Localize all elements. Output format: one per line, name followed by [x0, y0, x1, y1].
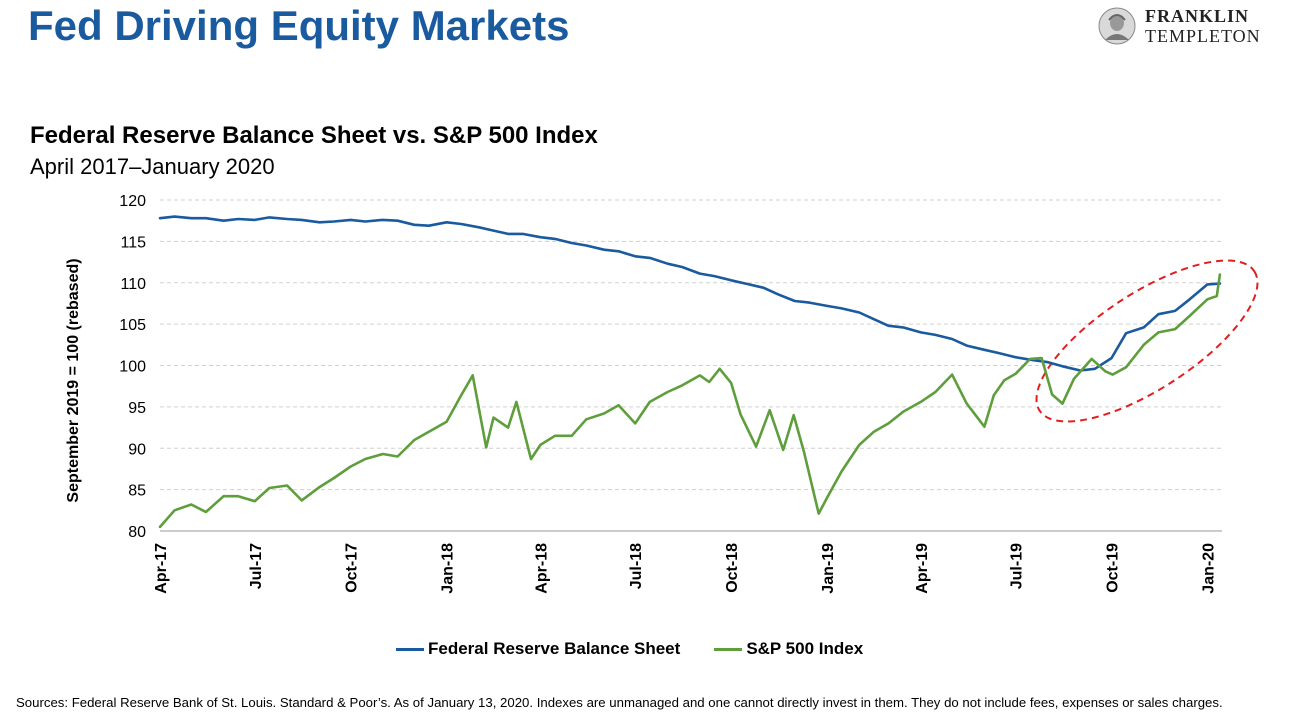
portrait-seal-icon — [1098, 7, 1136, 45]
legend-label-fed: Federal Reserve Balance Sheet — [428, 639, 681, 658]
series-line-fed-balance-sheet — [158, 215, 1222, 372]
gridlines — [160, 199, 1222, 491]
legend: Federal Reserve Balance Sheet S&P 500 In… — [396, 638, 897, 660]
x-tick-label: Jan-18 — [440, 543, 457, 594]
legend-item-fed: Federal Reserve Balance Sheet — [396, 639, 680, 659]
x-tick-label: Apr-19 — [914, 543, 931, 594]
x-tick-label: Jul-17 — [248, 543, 265, 589]
y-tick-label: 105 — [119, 317, 146, 334]
y-axis-label: September 2019 = 100 (rebased) — [65, 258, 82, 502]
highlight-ellipse-shape — [1035, 259, 1259, 423]
highlight-ellipse — [1035, 259, 1259, 423]
x-tick-label: Apr-17 — [153, 543, 170, 594]
y-tick-label: 80 — [128, 524, 146, 541]
x-tick-label: Jan-19 — [820, 543, 837, 594]
logo-line-1: FRANKLIN — [1145, 6, 1250, 26]
legend-swatch-fed — [396, 647, 424, 651]
y-tick-label: 120 — [119, 193, 146, 210]
y-tick-label: 100 — [119, 359, 146, 376]
source-note: Sources: Federal Reserve Bank of St. Lou… — [16, 695, 1223, 710]
chart-subtitle: April 2017–January 2020 — [30, 154, 275, 179]
x-tick-label: Jul-19 — [1009, 543, 1026, 589]
y-tick-label: 95 — [128, 400, 146, 417]
x-tick-label: Oct-17 — [344, 543, 361, 593]
chart-title: Federal Reserve Balance Sheet vs. S&P 50… — [30, 122, 598, 149]
legend-label-sp500: S&P 500 Index — [746, 639, 864, 658]
x-tick-label: Oct-18 — [724, 543, 741, 593]
x-tick-label: Jan-20 — [1200, 543, 1217, 594]
x-tick-label: Oct-19 — [1105, 543, 1122, 593]
legend-swatch-sp500 — [714, 647, 743, 651]
x-tick-label: Apr-18 — [533, 543, 550, 594]
franklin-templeton-logo: FRANKLIN TEMPLETON — [1097, 6, 1287, 46]
series-lines — [158, 215, 1222, 529]
page-title: Fed Driving Equity Markets — [28, 2, 570, 49]
y-tick-label: 90 — [128, 441, 146, 458]
y-tick-label: 85 — [128, 483, 146, 500]
series-line-sp500 — [158, 273, 1222, 529]
axes: 80 85 90 95 100 105 110 115 120 Apr-17 Jul-17 Oct-1… — [119, 193, 1222, 594]
legend-item-sp500: S&P 500 Index — [714, 639, 863, 659]
x-tick-label: Jul-18 — [628, 543, 645, 589]
y-tick-label: 110 — [120, 276, 146, 293]
logo-line-2: TEMPLETON — [1145, 26, 1261, 46]
y-tick-label: 115 — [120, 234, 146, 251]
